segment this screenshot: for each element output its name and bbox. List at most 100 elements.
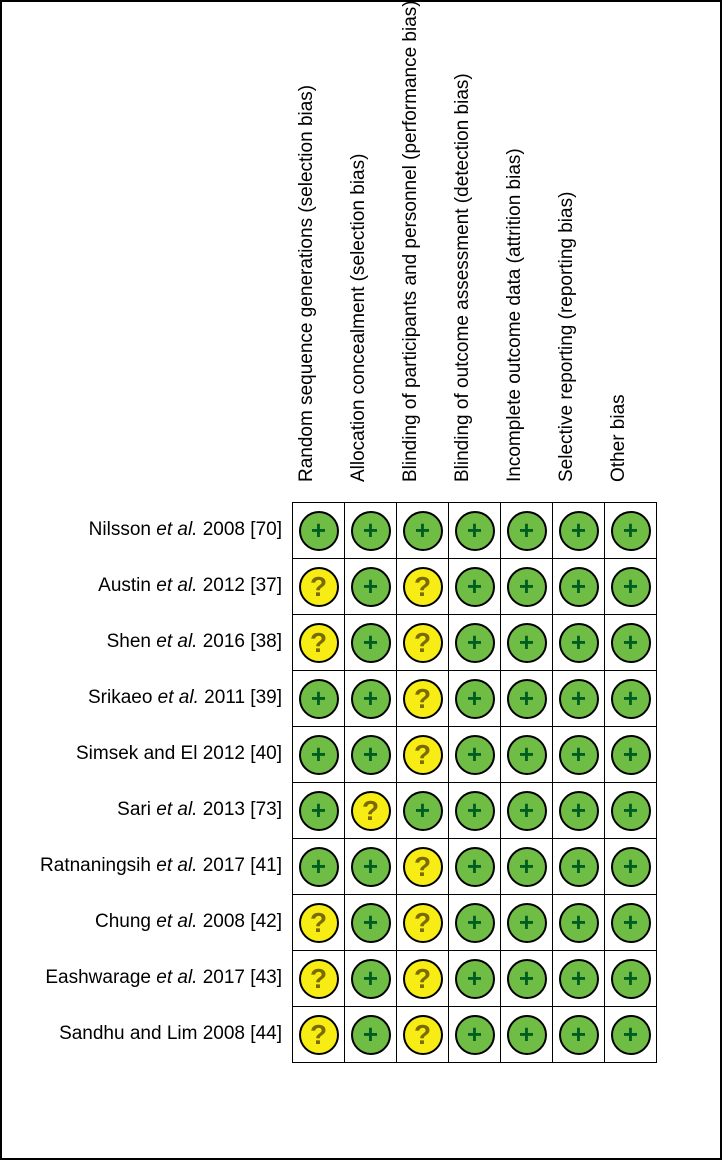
question-icon: ?: [299, 903, 339, 943]
question-icon: ?: [403, 623, 443, 663]
plus-icon: +: [559, 623, 599, 663]
question-icon: ?: [403, 1015, 443, 1055]
plus-icon: +: [611, 903, 651, 943]
plus-icon: +: [299, 847, 339, 887]
question-icon: ?: [403, 903, 443, 943]
study-year: 2016: [203, 631, 245, 652]
column-header-label: Random sequence generations (selection b…: [296, 85, 318, 482]
risk-cell: +: [553, 615, 605, 671]
column-headers: Random sequence generations (selection b…: [32, 32, 690, 492]
study-etal: et al.: [158, 687, 199, 708]
study-ref: 37: [256, 575, 277, 596]
plus-icon: +: [507, 735, 547, 775]
risk-cell: +: [553, 839, 605, 895]
risk-cell: +: [345, 671, 397, 727]
plus-icon: +: [559, 511, 599, 551]
risk-cell: +: [605, 839, 657, 895]
risk-cell: +: [501, 727, 553, 783]
table-row: ?+?++++: [293, 951, 657, 1007]
risk-cell: +: [501, 559, 553, 615]
study-year: 2008: [203, 519, 245, 540]
table-row: ?+?++++: [293, 615, 657, 671]
column-header-label: Other bias: [608, 394, 630, 482]
study-etal: et al.: [156, 631, 197, 652]
risk-cell: ?: [293, 895, 345, 951]
table-row: ++?++++: [293, 839, 657, 895]
risk-cell: ?: [293, 615, 345, 671]
study-etal: et al.: [156, 799, 197, 820]
question-icon: ?: [299, 567, 339, 607]
plus-icon: +: [455, 1015, 495, 1055]
study-year: 2008: [203, 1023, 245, 1044]
plus-icon: +: [351, 511, 391, 551]
risk-cell: +: [293, 503, 345, 559]
study-ref: 73: [256, 799, 277, 820]
risk-cell: +: [553, 783, 605, 839]
question-icon: ?: [403, 959, 443, 999]
figure-inner: Random sequence generations (selection b…: [32, 32, 690, 1128]
risk-cell: +: [605, 727, 657, 783]
column-header: Blinding of outcome assessment (detectio…: [448, 32, 500, 492]
plus-icon: +: [455, 791, 495, 831]
study-author: Eashwarage: [45, 967, 151, 988]
plus-icon: +: [559, 903, 599, 943]
risk-cell: +: [345, 727, 397, 783]
plus-icon: +: [351, 847, 391, 887]
column-header-label: Selective reporting (reporting bias): [556, 192, 578, 482]
plus-icon: +: [507, 847, 547, 887]
risk-cell: +: [501, 839, 553, 895]
table-row: ?+?++++: [293, 559, 657, 615]
plus-icon: +: [351, 903, 391, 943]
risk-cell: +: [553, 503, 605, 559]
risk-cell: ?: [397, 615, 449, 671]
risk-cell: +: [345, 1007, 397, 1063]
risk-cell: +: [449, 839, 501, 895]
risk-cell: +: [345, 951, 397, 1007]
study-label-text: Eashwarage et al. 2017 [43]: [45, 967, 282, 989]
risk-cell: +: [345, 615, 397, 671]
column-header-label: Allocation concealment (selection bias): [348, 154, 370, 482]
plus-icon: +: [455, 735, 495, 775]
study-ref: 43: [256, 967, 277, 988]
risk-cell: +: [501, 503, 553, 559]
column-header-label: Blinding of participants and personnel (…: [400, 0, 422, 482]
plus-icon: +: [351, 1015, 391, 1055]
plus-icon: +: [559, 959, 599, 999]
study-ref: 41: [256, 855, 277, 876]
study-label-text: Ratnaningsih et al. 2017 [41]: [40, 855, 282, 877]
study-label-text: Srikaeo et al. 2011 [39]: [88, 687, 282, 709]
risk-cell: +: [605, 615, 657, 671]
study-author: Chung: [95, 911, 151, 932]
risk-cell: +: [293, 727, 345, 783]
plus-icon: +: [559, 1015, 599, 1055]
study-etal: et al.: [156, 855, 197, 876]
question-icon: ?: [403, 847, 443, 887]
risk-cell: +: [501, 671, 553, 727]
column-header-label: Incomplete outcome data (attrition bias): [504, 148, 526, 482]
risk-cell: +: [449, 1007, 501, 1063]
study-year: 2017: [203, 967, 245, 988]
risk-cell: +: [605, 559, 657, 615]
risk-cell: +: [293, 671, 345, 727]
study-author: Sari: [117, 799, 151, 820]
plus-icon: +: [611, 623, 651, 663]
table-row: +?+++++: [293, 783, 657, 839]
risk-cell: +: [449, 615, 501, 671]
risk-cell: ?: [293, 951, 345, 1007]
table-row: ?+?++++: [293, 1007, 657, 1063]
study-ref: 70: [256, 519, 277, 540]
study-ref: 40: [256, 743, 277, 764]
plus-icon: +: [455, 511, 495, 551]
risk-cell: +: [501, 895, 553, 951]
plus-icon: +: [611, 959, 651, 999]
study-label: Sandhu and Lim 2008 [44]: [32, 1006, 290, 1062]
risk-cell: +: [293, 783, 345, 839]
risk-cell: +: [397, 783, 449, 839]
study-ref: 39: [256, 687, 277, 708]
plus-icon: +: [559, 791, 599, 831]
risk-cell: ?: [397, 1007, 449, 1063]
plus-icon: +: [455, 959, 495, 999]
plus-icon: +: [299, 511, 339, 551]
study-author: Simsek and El: [76, 743, 197, 764]
risk-cell: ?: [345, 783, 397, 839]
